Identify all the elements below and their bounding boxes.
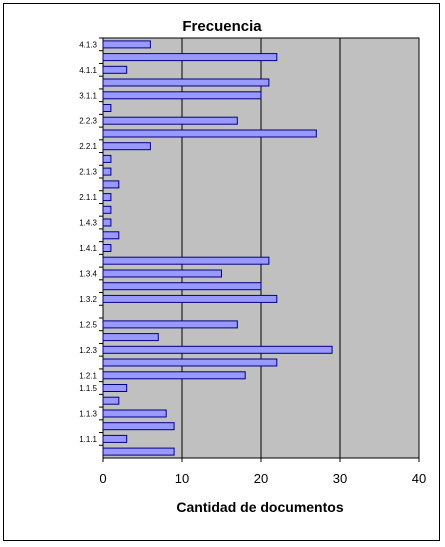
bar [102, 256, 270, 265]
y-tick-label: 4.1.3 [79, 40, 97, 49]
bar [102, 384, 128, 392]
bar [102, 447, 175, 456]
bar [102, 282, 262, 291]
y-tick-label: 2.1.1 [79, 193, 97, 202]
y-tick-label: 1.2.1 [79, 371, 97, 380]
bar [102, 129, 317, 138]
bar [102, 231, 120, 240]
y-tick-label: 1.3.2 [79, 295, 97, 304]
bar [102, 345, 333, 354]
bar [102, 434, 128, 443]
bar [102, 218, 112, 227]
x-tick-label: 20 [254, 471, 268, 486]
bar [102, 142, 151, 151]
bar [102, 422, 175, 431]
bar [102, 371, 246, 380]
y-tick-label: 1.3.4 [79, 269, 97, 278]
x-tick-label: 0 [99, 471, 106, 486]
y-tick-label: 1.1.1 [79, 435, 97, 444]
bar [102, 244, 112, 252]
bar [102, 78, 270, 87]
bar [102, 40, 151, 49]
y-tick-label: 4.1.1 [79, 66, 97, 75]
y-tick-label: 1.1.3 [79, 409, 97, 418]
bar [102, 116, 238, 125]
bar [102, 193, 112, 202]
bar [102, 104, 112, 112]
x-axis-label: Cantidad de documentos [176, 499, 343, 515]
bar [102, 333, 159, 342]
bar [102, 205, 112, 214]
y-tick-label: 3.1.1 [79, 91, 97, 100]
bar [102, 65, 128, 74]
chart-title: Frecuencia [182, 18, 262, 35]
bar [102, 91, 262, 100]
y-tick-label: 2.2.1 [79, 142, 97, 151]
bar [102, 396, 120, 405]
bar [102, 180, 120, 189]
x-tick-label: 30 [333, 471, 347, 486]
bar [102, 269, 222, 278]
y-tick-label: 1.4.3 [79, 219, 97, 228]
y-tick-label: 2.1.3 [79, 168, 97, 177]
x-tick-label: 10 [175, 471, 189, 486]
bar [102, 53, 278, 62]
bar [102, 320, 238, 329]
bar [102, 294, 278, 303]
bar [102, 154, 112, 163]
bar [102, 409, 167, 418]
bar [102, 358, 278, 367]
y-tick-label: 1.2.5 [79, 320, 97, 329]
x-tick-label: 40 [412, 471, 426, 486]
bar [102, 167, 112, 176]
y-tick-label: 1.1.5 [79, 384, 97, 393]
y-tick-label: 1.4.1 [79, 244, 97, 253]
y-tick-label: 2.2.3 [79, 117, 97, 126]
y-tick-label: 1.2.3 [79, 346, 97, 355]
